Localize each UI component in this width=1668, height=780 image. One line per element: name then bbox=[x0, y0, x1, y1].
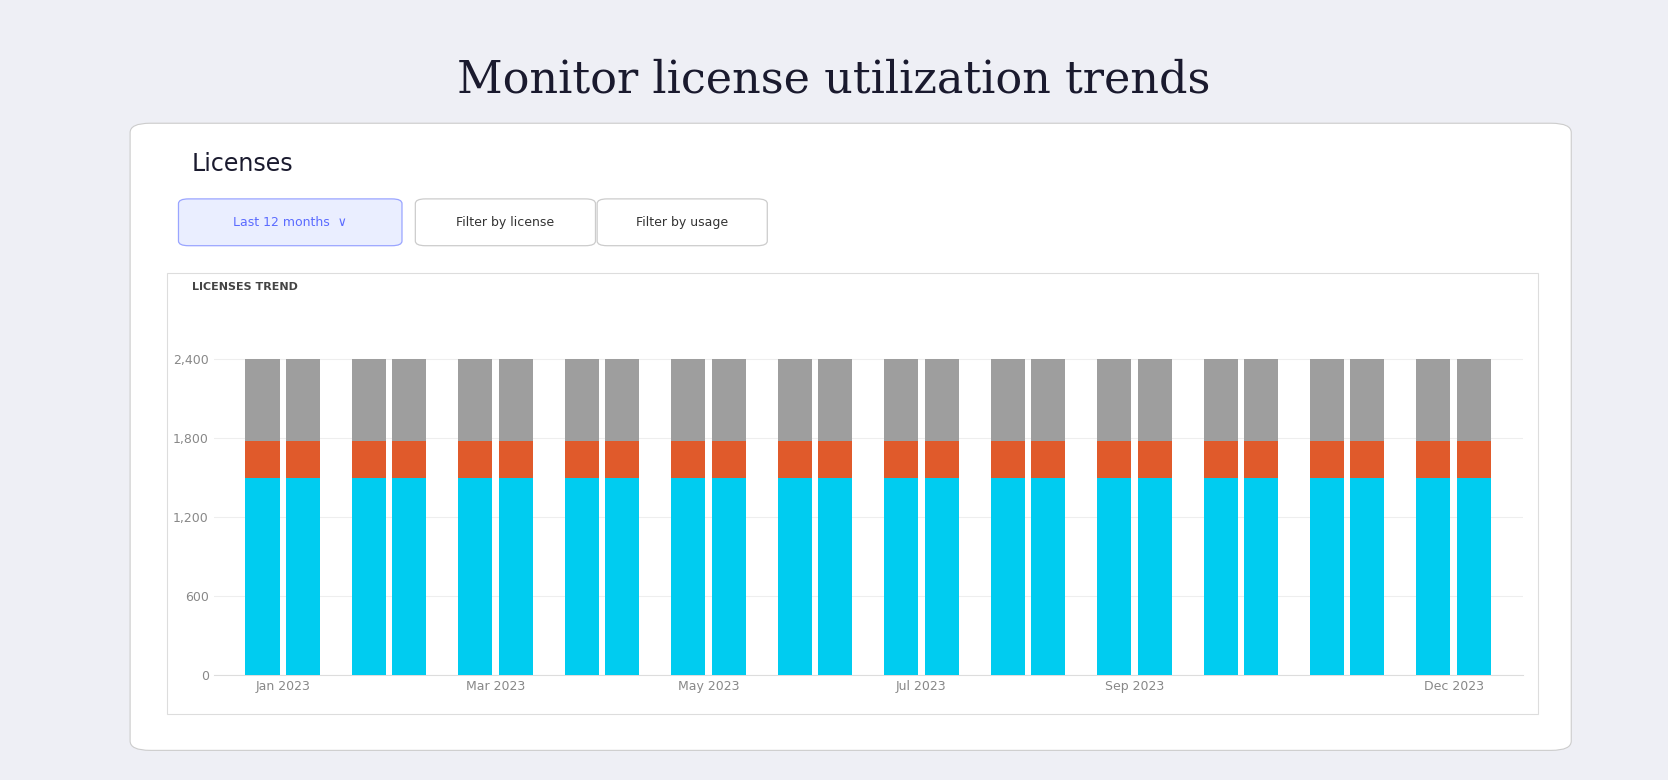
Bar bbox=[459, 360, 492, 441]
Bar bbox=[499, 360, 532, 441]
Text: Last 12 months  ∨: Last 12 months ∨ bbox=[234, 216, 347, 229]
Bar bbox=[819, 441, 852, 477]
Bar bbox=[1416, 360, 1451, 441]
Bar bbox=[1244, 477, 1278, 675]
Bar bbox=[352, 441, 385, 477]
Bar bbox=[565, 441, 599, 477]
Bar bbox=[777, 441, 812, 477]
Bar bbox=[1416, 477, 1451, 675]
Bar bbox=[671, 477, 706, 675]
Bar bbox=[991, 360, 1024, 441]
Bar bbox=[459, 477, 492, 675]
Bar bbox=[991, 441, 1024, 477]
Bar bbox=[605, 360, 639, 441]
Bar bbox=[1309, 441, 1344, 477]
Bar bbox=[777, 477, 812, 675]
Bar bbox=[1204, 441, 1238, 477]
Bar bbox=[1031, 477, 1066, 675]
Bar bbox=[245, 441, 280, 477]
Bar bbox=[1456, 477, 1491, 675]
Bar bbox=[605, 477, 639, 675]
Bar bbox=[1098, 360, 1131, 441]
Text: LICENSES TREND: LICENSES TREND bbox=[192, 282, 297, 292]
Bar bbox=[671, 360, 706, 441]
Bar bbox=[1031, 360, 1066, 441]
Bar bbox=[924, 477, 959, 675]
Bar bbox=[924, 441, 959, 477]
Bar bbox=[924, 360, 959, 441]
Bar bbox=[884, 477, 917, 675]
Bar bbox=[605, 441, 639, 477]
Bar bbox=[392, 360, 427, 441]
Bar bbox=[1098, 477, 1131, 675]
Bar bbox=[777, 360, 812, 441]
Bar bbox=[459, 441, 492, 477]
Bar bbox=[285, 477, 320, 675]
Bar bbox=[712, 360, 746, 441]
Bar bbox=[1138, 477, 1171, 675]
Bar bbox=[1204, 360, 1238, 441]
Bar bbox=[285, 360, 320, 441]
Bar bbox=[565, 477, 599, 675]
Bar bbox=[1456, 441, 1491, 477]
Bar bbox=[1351, 477, 1384, 675]
Bar bbox=[1138, 360, 1171, 441]
Bar bbox=[1138, 441, 1171, 477]
Bar bbox=[245, 477, 280, 675]
Bar bbox=[884, 441, 917, 477]
Bar bbox=[1456, 360, 1491, 441]
Bar bbox=[1416, 441, 1451, 477]
Bar bbox=[1244, 360, 1278, 441]
Bar bbox=[352, 360, 385, 441]
Bar bbox=[1244, 441, 1278, 477]
Bar bbox=[1351, 441, 1384, 477]
Bar bbox=[1031, 441, 1066, 477]
Text: Licenses: Licenses bbox=[192, 152, 294, 176]
Bar bbox=[565, 360, 599, 441]
Bar bbox=[392, 441, 427, 477]
Bar bbox=[884, 360, 917, 441]
Bar bbox=[1309, 477, 1344, 675]
Bar bbox=[991, 477, 1024, 675]
Bar bbox=[1351, 360, 1384, 441]
Bar bbox=[712, 441, 746, 477]
Text: Monitor license utilization trends: Monitor license utilization trends bbox=[457, 58, 1211, 101]
Bar bbox=[245, 360, 280, 441]
Bar bbox=[392, 477, 427, 675]
Bar bbox=[1309, 360, 1344, 441]
Bar bbox=[712, 477, 746, 675]
Bar bbox=[819, 477, 852, 675]
Bar bbox=[1098, 441, 1131, 477]
Bar bbox=[499, 441, 532, 477]
Text: Filter by license: Filter by license bbox=[457, 216, 554, 229]
Bar bbox=[352, 477, 385, 675]
Bar bbox=[819, 360, 852, 441]
Bar bbox=[499, 477, 532, 675]
Text: Filter by usage: Filter by usage bbox=[636, 216, 729, 229]
Bar bbox=[671, 441, 706, 477]
Bar bbox=[1204, 477, 1238, 675]
Bar bbox=[285, 441, 320, 477]
